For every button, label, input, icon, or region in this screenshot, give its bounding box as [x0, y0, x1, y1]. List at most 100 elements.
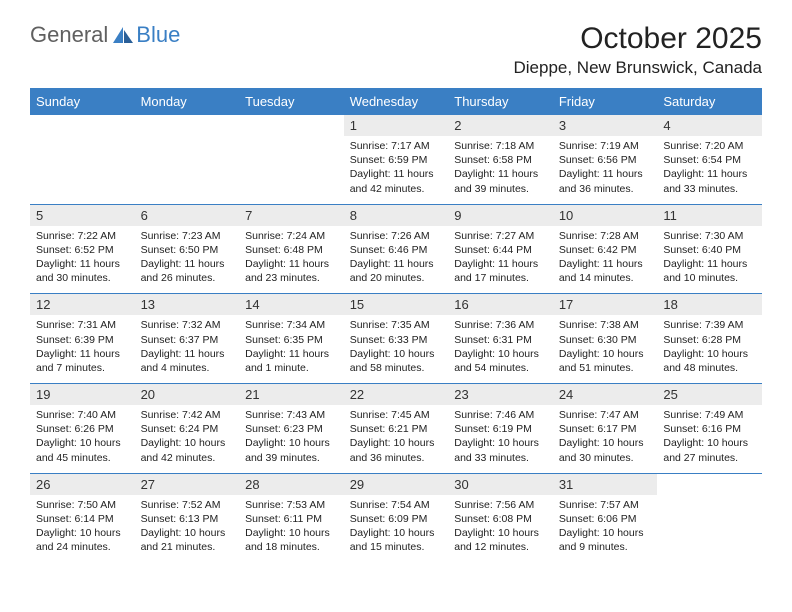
daylight-label: Daylight:: [454, 348, 495, 360]
sunrise-value: 7:43 AM: [287, 409, 326, 421]
day-data: Sunrise: 7:28 AMSunset: 6:42 PMDaylight:…: [553, 226, 658, 294]
sunrise-value: 7:49 AM: [705, 409, 744, 421]
daylight-label: Daylight:: [454, 258, 495, 270]
sunset-value: 6:11 PM: [284, 513, 322, 525]
calendar-cell: 23Sunrise: 7:46 AMSunset: 6:19 PMDayligh…: [448, 384, 553, 474]
day-data: Sunrise: 7:22 AMSunset: 6:52 PMDaylight:…: [30, 226, 135, 294]
sunrise-label: Sunrise:: [454, 230, 493, 242]
sunset-value: 6:06 PM: [597, 513, 636, 525]
day-number: 11: [657, 205, 762, 226]
calendar-cell: 22Sunrise: 7:45 AMSunset: 6:21 PMDayligh…: [344, 384, 449, 474]
sunrise-value: 7:26 AM: [391, 230, 430, 242]
logo-text-2: Blue: [136, 22, 180, 48]
sunrise-label: Sunrise:: [559, 230, 598, 242]
daylight-label: Daylight:: [663, 437, 704, 449]
day-data: Sunrise: 7:54 AMSunset: 6:09 PMDaylight:…: [344, 495, 449, 563]
sunset-label: Sunset:: [559, 423, 595, 435]
calendar-cell: 7Sunrise: 7:24 AMSunset: 6:48 PMDaylight…: [239, 204, 344, 294]
sunset-value: 6:09 PM: [388, 513, 427, 525]
calendar-cell: 26Sunrise: 7:50 AMSunset: 6:14 PMDayligh…: [30, 473, 135, 562]
day-data: Sunrise: 7:18 AMSunset: 6:58 PMDaylight:…: [448, 136, 553, 204]
day-data: Sunrise: 7:47 AMSunset: 6:17 PMDaylight:…: [553, 405, 658, 473]
calendar-cell: 4Sunrise: 7:20 AMSunset: 6:54 PMDaylight…: [657, 115, 762, 205]
daylight-label: Daylight:: [663, 258, 704, 270]
sunrise-value: 7:24 AM: [287, 230, 326, 242]
calendar-cell: 14Sunrise: 7:34 AMSunset: 6:35 PMDayligh…: [239, 294, 344, 384]
sunset-label: Sunset:: [454, 513, 490, 525]
sunrise-label: Sunrise:: [559, 499, 598, 511]
day-data: Sunrise: 7:26 AMSunset: 6:46 PMDaylight:…: [344, 226, 449, 294]
day-number: 28: [239, 474, 344, 495]
calendar-cell: 12Sunrise: 7:31 AMSunset: 6:39 PMDayligh…: [30, 294, 135, 384]
day-number: 8: [344, 205, 449, 226]
sunrise-label: Sunrise:: [141, 499, 180, 511]
sunrise-value: 7:18 AM: [496, 140, 535, 152]
sunset-label: Sunset:: [141, 423, 177, 435]
sunset-label: Sunset:: [454, 154, 490, 166]
sunrise-value: 7:32 AM: [182, 319, 221, 331]
sunrise-label: Sunrise:: [245, 499, 284, 511]
day-data: Sunrise: 7:34 AMSunset: 6:35 PMDaylight:…: [239, 315, 344, 383]
sunrise-label: Sunrise:: [36, 230, 75, 242]
calendar-cell: 21Sunrise: 7:43 AMSunset: 6:23 PMDayligh…: [239, 384, 344, 474]
day-number: 2: [448, 115, 553, 136]
sunrise-label: Sunrise:: [350, 230, 389, 242]
calendar-cell: 5Sunrise: 7:22 AMSunset: 6:52 PMDaylight…: [30, 204, 135, 294]
day-number: 30: [448, 474, 553, 495]
calendar-cell: 8Sunrise: 7:26 AMSunset: 6:46 PMDaylight…: [344, 204, 449, 294]
day-number: 31: [553, 474, 658, 495]
sunrise-value: 7:28 AM: [600, 230, 639, 242]
daylight-label: Daylight:: [559, 437, 600, 449]
sunrise-value: 7:54 AM: [391, 499, 430, 511]
day-number: 15: [344, 294, 449, 315]
day-number: 12: [30, 294, 135, 315]
day-number: 5: [30, 205, 135, 226]
day-data: Sunrise: 7:19 AMSunset: 6:56 PMDaylight:…: [553, 136, 658, 204]
sunrise-label: Sunrise:: [245, 230, 284, 242]
weekday-header: Sunday: [30, 89, 135, 115]
page-subtitle: Dieppe, New Brunswick, Canada: [513, 58, 762, 78]
sunrise-label: Sunrise:: [663, 230, 702, 242]
calendar-cell: 24Sunrise: 7:47 AMSunset: 6:17 PMDayligh…: [553, 384, 658, 474]
daylight-label: Daylight:: [454, 527, 495, 539]
sunrise-label: Sunrise:: [663, 319, 702, 331]
day-number: [30, 115, 135, 136]
day-data: [135, 136, 240, 186]
day-data: Sunrise: 7:35 AMSunset: 6:33 PMDaylight:…: [344, 315, 449, 383]
daylight-label: Daylight:: [245, 258, 286, 270]
sunset-value: 6:26 PM: [75, 423, 114, 435]
day-number: 4: [657, 115, 762, 136]
sunset-label: Sunset:: [350, 244, 386, 256]
day-number: 10: [553, 205, 658, 226]
day-data: [657, 495, 762, 545]
calendar-table: SundayMondayTuesdayWednesdayThursdayFrid…: [30, 89, 762, 562]
calendar-cell: 9Sunrise: 7:27 AMSunset: 6:44 PMDaylight…: [448, 204, 553, 294]
calendar-body: 1Sunrise: 7:17 AMSunset: 6:59 PMDaylight…: [30, 115, 762, 563]
sunrise-value: 7:47 AM: [600, 409, 639, 421]
sunrise-label: Sunrise:: [454, 409, 493, 421]
sunset-value: 6:35 PM: [284, 334, 323, 346]
day-data: Sunrise: 7:32 AMSunset: 6:37 PMDaylight:…: [135, 315, 240, 383]
sunrise-value: 7:34 AM: [287, 319, 326, 331]
day-number: 3: [553, 115, 658, 136]
day-number: 17: [553, 294, 658, 315]
daylight-label: Daylight:: [350, 527, 391, 539]
sunset-value: 6:31 PM: [493, 334, 532, 346]
sunrise-label: Sunrise:: [350, 409, 389, 421]
page-title: October 2025: [513, 22, 762, 56]
sunrise-label: Sunrise:: [559, 409, 598, 421]
sunset-label: Sunset:: [36, 423, 72, 435]
weekday-header: Saturday: [657, 89, 762, 115]
sunset-label: Sunset:: [36, 334, 72, 346]
daylight-label: Daylight:: [350, 258, 391, 270]
day-number: 24: [553, 384, 658, 405]
sunrise-label: Sunrise:: [350, 499, 389, 511]
sunrise-value: 7:22 AM: [77, 230, 116, 242]
sunset-value: 6:50 PM: [179, 244, 218, 256]
sunrise-label: Sunrise:: [559, 319, 598, 331]
daylight-label: Daylight:: [663, 348, 704, 360]
sunrise-label: Sunrise:: [454, 499, 493, 511]
sunset-value: 6:23 PM: [284, 423, 323, 435]
sunset-value: 6:56 PM: [597, 154, 636, 166]
calendar-cell: 29Sunrise: 7:54 AMSunset: 6:09 PMDayligh…: [344, 473, 449, 562]
